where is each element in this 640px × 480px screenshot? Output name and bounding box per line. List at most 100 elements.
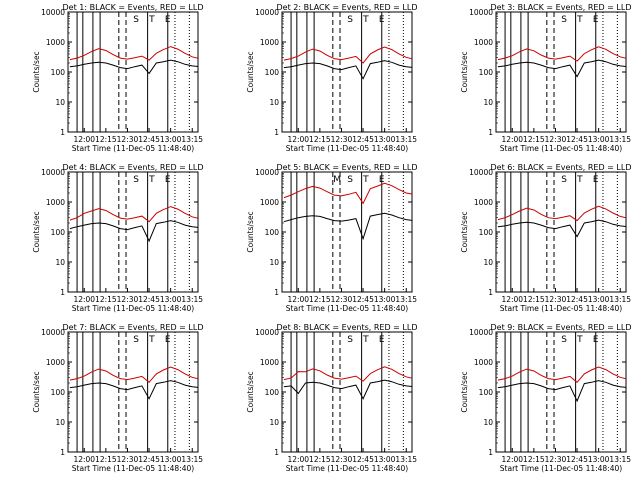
y-axis-label: Counts/sec (32, 51, 41, 92)
marker-label: E (379, 335, 385, 345)
plot-area (283, 12, 412, 132)
y-tick-label: 10000 (41, 328, 65, 337)
x-tick-label: 13:00 (588, 295, 610, 304)
x-tick-label: 12:30 (331, 135, 353, 144)
x-tick-label: 12:15 (95, 455, 117, 464)
x-tick-label: 12:00 (287, 455, 309, 464)
lld-series-line (69, 206, 198, 223)
x-tick-label: 13:00 (160, 135, 182, 144)
x-tick-label: 12:45 (566, 135, 588, 144)
x-tick-label: 13:15 (609, 295, 631, 304)
y-tick-label: 1000 (260, 198, 279, 207)
y-axis-label: Counts/sec (460, 211, 469, 252)
events-series-line (283, 212, 412, 241)
x-tick-label: 12:15 (309, 455, 331, 464)
y-axis-label: Counts/sec (246, 371, 255, 412)
marker-label: S (133, 175, 139, 185)
y-axis-label: Counts/sec (246, 211, 255, 252)
marker-label: T (148, 335, 155, 345)
panel-title: Det 6: BLACK = Events, RED = LLD (491, 163, 632, 172)
x-tick-label: 13:00 (374, 455, 396, 464)
lld-series-line (497, 205, 626, 222)
marker-label: M (333, 175, 341, 185)
y-tick-label: 10000 (255, 168, 279, 177)
y-tick-label: 1000 (46, 198, 65, 207)
plot-frame (495, 171, 627, 293)
x-tick-label: 12:30 (117, 455, 139, 464)
x-tick-label: 12:45 (566, 295, 588, 304)
x-tick-label: 12:45 (352, 135, 374, 144)
marker-label: S (347, 175, 353, 185)
events-series-line (69, 59, 198, 75)
panel-title: Det 3: BLACK = Events, RED = LLD (491, 3, 632, 12)
y-tick-label: 10000 (41, 8, 65, 17)
panel-title: Det 2: BLACK = Events, RED = LLD (277, 3, 418, 12)
marker-label: E (379, 175, 385, 185)
y-tick-label: 1 (488, 128, 493, 137)
x-tick-label: 12:45 (138, 295, 160, 304)
panel-title: Det 4: BLACK = Events, RED = LLD (63, 163, 204, 172)
marker-label: T (576, 335, 583, 345)
x-tick-label: 12:45 (138, 455, 160, 464)
x-tick-label: 12:15 (309, 295, 331, 304)
y-axis-label: Counts/sec (460, 51, 469, 92)
y-tick-label: 1000 (260, 38, 279, 47)
x-tick-label: 13:00 (588, 455, 610, 464)
panel-title: Det 5: BLACK = Events, RED = LLD (277, 163, 418, 172)
marker-label: T (362, 15, 369, 25)
x-tick-label: 13:15 (181, 135, 203, 144)
plot-area (283, 332, 412, 452)
y-tick-label: 10 (483, 258, 493, 267)
x-tick-label: 13:15 (395, 455, 417, 464)
panel-det-2: Det 2: BLACK = Events, RED = LLD 1 10 100 10… (246, 3, 417, 153)
y-tick-label: 10000 (469, 8, 493, 17)
y-tick-label: 10000 (469, 328, 493, 337)
marker-label: S (561, 175, 567, 185)
panel-title: Det 7: BLACK = Events, RED = LLD (63, 323, 204, 332)
plot-frame (495, 11, 627, 133)
x-axis-label: Start Time (11-Dec-05 11:48:40) (286, 304, 408, 313)
y-tick-label: 100 (265, 228, 280, 237)
marker-label: E (165, 175, 171, 185)
y-tick-label: 100 (479, 68, 494, 77)
y-axis-label: Counts/sec (246, 51, 255, 92)
y-tick-label: 100 (51, 388, 66, 397)
plot-area (69, 12, 198, 132)
events-series-line (497, 380, 626, 403)
x-tick-label: 12:45 (566, 455, 588, 464)
marker-label: E (165, 15, 171, 25)
events-series-line (69, 380, 198, 400)
marker-label: T (362, 335, 369, 345)
marker-label: E (379, 15, 385, 25)
plot-area (283, 172, 412, 292)
x-tick-label: 12:30 (331, 455, 353, 464)
x-tick-label: 13:15 (395, 295, 417, 304)
plot-area (69, 172, 198, 292)
x-tick-label: 12:30 (545, 455, 567, 464)
plot-frame (495, 331, 627, 453)
y-tick-label: 1000 (474, 358, 493, 367)
y-axis-label: Counts/sec (32, 371, 41, 412)
lld-series-line (69, 46, 198, 61)
y-tick-label: 1 (60, 128, 65, 137)
x-tick-label: 12:30 (117, 295, 139, 304)
lld-series-line (283, 46, 412, 64)
y-tick-label: 100 (51, 228, 66, 237)
x-tick-label: 12:15 (523, 135, 545, 144)
x-axis-label: Start Time (11-Dec-05 11:48:40) (500, 464, 622, 473)
lld-series-line (497, 46, 626, 62)
x-axis-label: Start Time (11-Dec-05 11:48:40) (500, 144, 622, 153)
panel-title: Det 1: BLACK = Events, RED = LLD (63, 3, 204, 12)
x-tick-label: 12:30 (331, 295, 353, 304)
y-tick-label: 10 (483, 418, 493, 427)
y-tick-label: 10 (269, 98, 279, 107)
y-tick-label: 1000 (474, 38, 493, 47)
marker-label: S (133, 15, 139, 25)
marker-label: E (593, 175, 599, 185)
y-tick-label: 1000 (474, 198, 493, 207)
marker-label: T (148, 15, 155, 25)
x-tick-label: 12:30 (545, 295, 567, 304)
x-tick-label: 13:00 (588, 135, 610, 144)
y-tick-label: 10000 (41, 168, 65, 177)
x-tick-label: 12:00 (287, 295, 309, 304)
